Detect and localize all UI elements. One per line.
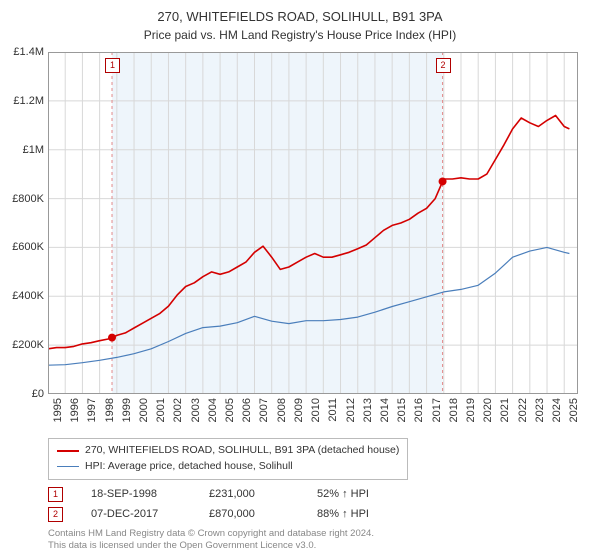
- x-axis-label: 1999: [121, 398, 133, 422]
- chart-subtitle: Price paid vs. HM Land Registry's House …: [0, 26, 600, 42]
- sale-row: 2 07-DEC-2017 £870,000 88% ↑ HPI: [48, 504, 369, 524]
- x-axis-label: 2016: [413, 398, 425, 422]
- x-axis-label: 2021: [499, 398, 511, 422]
- sale-date: 07-DEC-2017: [91, 508, 181, 520]
- y-axis-label: £1M: [4, 144, 44, 156]
- chart-container: 270, WHITEFIELDS ROAD, SOLIHULL, B91 3PA…: [0, 0, 600, 560]
- x-axis-label: 1996: [69, 398, 81, 422]
- x-axis-label: 2010: [310, 398, 322, 422]
- x-axis-label: 2009: [293, 398, 305, 422]
- y-axis-label: £600K: [4, 241, 44, 253]
- x-axis-label: 1997: [86, 398, 98, 422]
- x-axis-label: 2020: [482, 398, 494, 422]
- footnote-line1: Contains HM Land Registry data © Crown c…: [48, 528, 374, 540]
- x-axis-label: 2014: [379, 398, 391, 422]
- sale-delta: 52% ↑ HPI: [317, 488, 369, 500]
- x-axis-label: 2023: [534, 398, 546, 422]
- legend-label: 270, WHITEFIELDS ROAD, SOLIHULL, B91 3PA…: [85, 443, 399, 459]
- sales-table: 1 18-SEP-1998 £231,000 52% ↑ HPI 2 07-DEC-201…: [48, 484, 369, 524]
- x-axis-label: 2013: [362, 398, 374, 422]
- x-axis-label: 2017: [431, 398, 443, 422]
- event-marker: 2: [436, 58, 451, 73]
- footnote: Contains HM Land Registry data © Crown c…: [48, 528, 374, 553]
- x-axis-label: 2019: [465, 398, 477, 422]
- legend-item: 270, WHITEFIELDS ROAD, SOLIHULL, B91 3PA…: [57, 443, 399, 459]
- x-axis-label: 2007: [258, 398, 270, 422]
- x-axis-label: 2022: [517, 398, 529, 422]
- x-axis-label: 2002: [172, 398, 184, 422]
- sale-date: 18-SEP-1998: [91, 488, 181, 500]
- chart-svg: [48, 52, 578, 394]
- sale-price: £231,000: [209, 488, 289, 500]
- sale-row: 1 18-SEP-1998 £231,000 52% ↑ HPI: [48, 484, 369, 504]
- x-axis-label: 2006: [241, 398, 253, 422]
- footnote-line2: This data is licensed under the Open Gov…: [48, 540, 374, 552]
- x-axis-label: 2003: [190, 398, 202, 422]
- x-axis-label: 2018: [448, 398, 460, 422]
- x-axis-label: 2012: [345, 398, 357, 422]
- x-axis-label: 2015: [396, 398, 408, 422]
- legend-swatch: [57, 466, 79, 467]
- y-axis-label: £1.4M: [4, 46, 44, 58]
- legend-item: HPI: Average price, detached house, Soli…: [57, 459, 399, 475]
- x-axis-label: 2008: [276, 398, 288, 422]
- x-axis-label: 2001: [155, 398, 167, 422]
- x-axis-label: 1995: [52, 398, 64, 422]
- x-axis-label: 2011: [327, 398, 339, 422]
- x-axis-label: 2005: [224, 398, 236, 422]
- sale-price: £870,000: [209, 508, 289, 520]
- y-axis-label: £0: [4, 388, 44, 400]
- chart-title: 270, WHITEFIELDS ROAD, SOLIHULL, B91 3PA: [0, 0, 600, 26]
- legend-label: HPI: Average price, detached house, Soli…: [85, 459, 293, 475]
- sale-marker: 1: [48, 487, 63, 502]
- chart-area: 12£0£200K£400K£600K£800K£1M£1.2M£1.4M199…: [48, 52, 578, 394]
- y-axis-label: £400K: [4, 290, 44, 302]
- x-axis-label: 2024: [551, 398, 563, 422]
- y-axis-label: £800K: [4, 193, 44, 205]
- sale-marker: 2: [48, 507, 63, 522]
- legend-swatch: [57, 450, 79, 452]
- x-axis-label: 2025: [568, 398, 580, 422]
- event-marker: 1: [105, 58, 120, 73]
- y-axis-label: £1.2M: [4, 95, 44, 107]
- x-axis-label: 2004: [207, 398, 219, 422]
- y-axis-label: £200K: [4, 339, 44, 351]
- x-axis-label: 1998: [104, 398, 116, 422]
- legend: 270, WHITEFIELDS ROAD, SOLIHULL, B91 3PA…: [48, 438, 408, 480]
- sale-delta: 88% ↑ HPI: [317, 508, 369, 520]
- x-axis-label: 2000: [138, 398, 150, 422]
